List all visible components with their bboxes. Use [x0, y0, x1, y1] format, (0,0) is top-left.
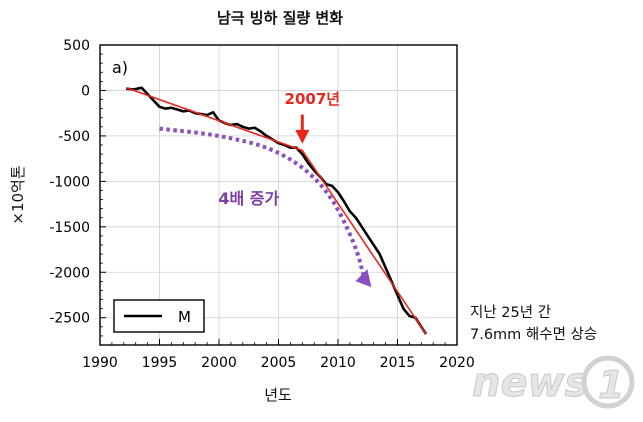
legend: M: [113, 299, 205, 333]
y-axis-label: ×10억톤: [9, 165, 27, 224]
y-tick-label: -1500: [49, 220, 90, 236]
y-tick-label: -500: [58, 129, 90, 145]
x-tick-label: 1990: [82, 355, 118, 371]
news1-watermark-logo: news 1: [472, 355, 635, 409]
piecewise-trend-line: [125, 86, 427, 335]
y-tick-label: 500: [63, 38, 90, 54]
plot-frame: [99, 44, 458, 346]
x-tick-label: 2000: [201, 355, 237, 371]
axis-ticks: 1990 1995 2000 2005 2010 2015 2020 500 0 -500 -100…: [49, 38, 475, 371]
x-tick-label: 2020: [439, 355, 475, 371]
side-note-line-2: 7.6mm 해수면 상승: [470, 327, 598, 343]
annotation-4x-increase: 4배 증가: [218, 189, 279, 208]
annotation-2007-arrow-head: [295, 129, 310, 144]
x-axis-label: 년도: [264, 386, 292, 404]
y-tick-label: -2000: [49, 265, 90, 281]
x-tick-label: 2015: [380, 355, 416, 371]
x-tick-label: 1995: [142, 355, 178, 371]
series-m-line: [126, 86, 428, 335]
acceleration-arrow-head: [355, 269, 372, 288]
series: [125, 86, 428, 335]
acceleration-arrow-path: [159, 126, 368, 284]
y-tick-label: -1000: [49, 174, 90, 190]
side-note-line-1: 지난 25년 간: [470, 305, 552, 321]
annotation-2007: 2007년: [285, 90, 341, 108]
panel-label: a): [112, 58, 128, 77]
legend-label-m: M: [178, 308, 191, 326]
y-tick-label: 0: [81, 83, 90, 99]
x-tick-label: 2010: [320, 355, 356, 371]
x-tick-label: 2005: [261, 355, 297, 371]
annotations: 2007년 4배 증가: [159, 90, 372, 288]
svg-text:news: news: [472, 360, 588, 406]
svg-text:1: 1: [598, 363, 624, 407]
y-tick-label: -2500: [49, 311, 90, 327]
chart-title: 남극 빙하 질량 변화: [217, 9, 343, 27]
